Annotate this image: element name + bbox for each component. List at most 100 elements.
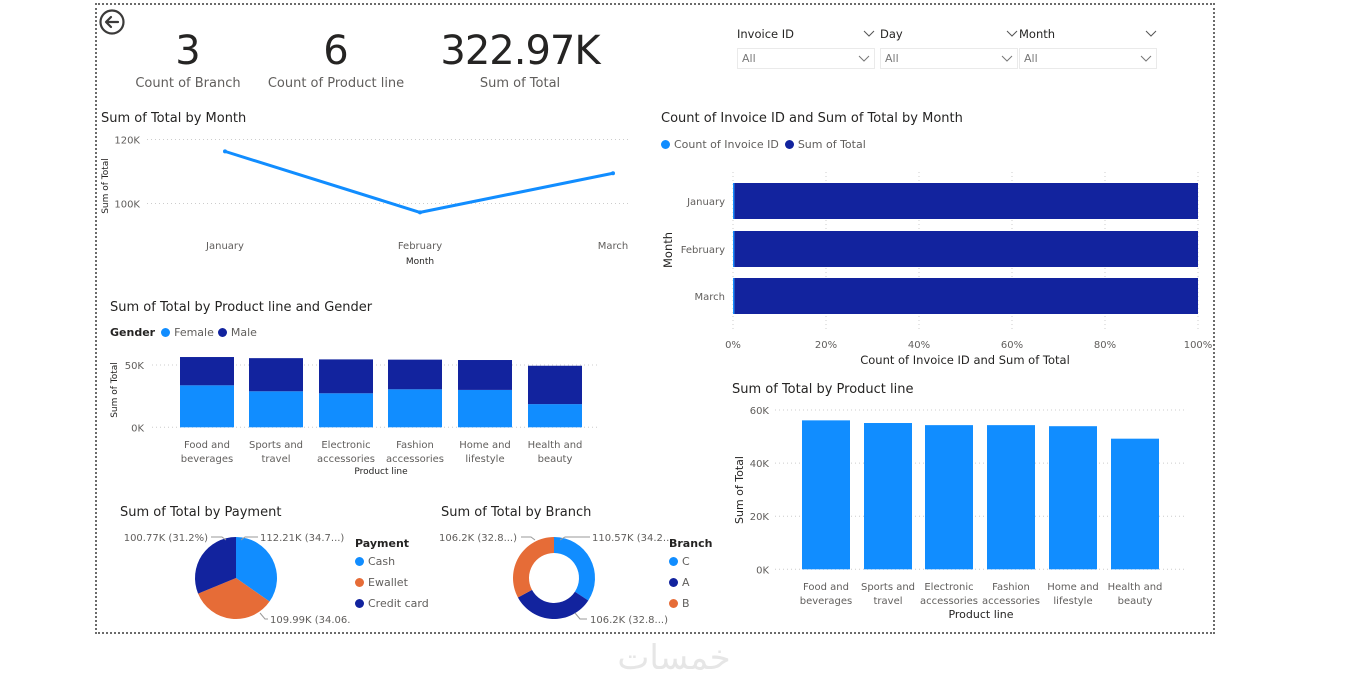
bar-segment-female[interactable] xyxy=(458,389,512,428)
y-axis-title: Sum of Total xyxy=(110,362,120,418)
legend-payment: Payment Cash Ewallet Credit card xyxy=(355,537,429,610)
legend-label: Ewallet xyxy=(368,576,408,589)
bar-home-and-lifestyle[interactable] xyxy=(1049,426,1097,570)
chevron-down-icon xyxy=(1140,55,1152,62)
bar-sports-and-travel[interactable] xyxy=(864,423,912,570)
bar-segment-count-invoice[interactable] xyxy=(733,183,735,219)
data-label: 106.2K (32.8...) xyxy=(439,533,517,544)
legend-label[interactable]: Count of Invoice ID xyxy=(674,138,779,151)
leader-line xyxy=(259,612,268,620)
chart-title-payment: Sum of Total by Payment xyxy=(120,505,282,520)
x-tick-label: February xyxy=(398,241,442,252)
legend-label: Cash xyxy=(368,555,396,568)
chevron-down-icon[interactable] xyxy=(1006,30,1018,38)
legend-item-credit-card[interactable]: Credit card xyxy=(355,597,429,610)
bar-fashion-accessories[interactable] xyxy=(987,425,1035,570)
bar-segment-female[interactable] xyxy=(319,393,373,428)
x-tick-label: Fashion xyxy=(396,440,434,451)
slicer-dropdown[interactable]: All xyxy=(1019,48,1157,69)
slicer-title: Invoice ID xyxy=(737,27,795,41)
chevron-down-icon xyxy=(1001,55,1013,62)
data-point[interactable] xyxy=(611,171,615,176)
legend-dot xyxy=(355,557,364,566)
chart-title-product: Sum of Total by Product line xyxy=(732,382,914,397)
bar-segment-male[interactable] xyxy=(180,357,234,386)
bar-chart-invoice-total-month[interactable]: 0% 20% 40% 60% 80% 100% January February March Co… xyxy=(655,170,1220,370)
x-tick-label: lifestyle xyxy=(1053,596,1092,607)
bar-segment-male[interactable] xyxy=(249,358,303,392)
bar-segment-female[interactable] xyxy=(249,391,303,428)
donut-chart-branch[interactable]: 110.57K (34.2...) 106.2K (32.8...) 106.2K … xyxy=(435,525,670,630)
chevron-down-icon[interactable] xyxy=(863,30,875,38)
slicer-value: All xyxy=(1024,52,1038,65)
y-tick-label: 20K xyxy=(750,512,770,523)
legend-dot xyxy=(669,599,678,608)
x-tick-label: beverages xyxy=(181,454,234,465)
legend-item-c[interactable]: C xyxy=(669,555,712,568)
legend-label[interactable]: Female xyxy=(174,326,214,339)
stacked-bar-chart-product-gender[interactable]: 0K 50K Food and beverages Sports and travel El… xyxy=(100,345,600,480)
slice-credit-card[interactable] xyxy=(195,537,236,594)
x-tick-label: 100% xyxy=(1184,340,1213,351)
legend-item-cash[interactable]: Cash xyxy=(355,555,429,568)
bar-segment-female[interactable] xyxy=(180,385,234,428)
x-tick-label: beverages xyxy=(800,596,853,607)
y-axis-title: Month xyxy=(661,232,675,268)
chevron-down-icon[interactable] xyxy=(1145,30,1157,38)
bar-segment-male[interactable] xyxy=(528,365,582,405)
data-point[interactable] xyxy=(418,210,422,215)
bar-segment-sum-total[interactable] xyxy=(734,278,1198,314)
legend-item-b[interactable]: B xyxy=(669,597,712,610)
line-chart-month[interactable]: 100K 120K January February March Month Sum of … xyxy=(95,128,635,270)
y-tick-label: 100K xyxy=(114,200,140,211)
x-tick-label: 20% xyxy=(815,340,837,351)
slicer-dropdown[interactable]: All xyxy=(737,48,875,69)
x-axis-title: Product line xyxy=(354,467,408,477)
legend-label: A xyxy=(682,576,690,589)
x-axis-title: Month xyxy=(406,257,434,267)
x-tick-label: accessories xyxy=(982,596,1040,607)
slice-a[interactable] xyxy=(517,589,589,619)
slicer-title: Day xyxy=(880,27,903,41)
bar-segment-male[interactable] xyxy=(319,359,373,394)
leader-line xyxy=(521,536,536,541)
x-axis-title: Product line xyxy=(948,608,1013,621)
bar-segment-male[interactable] xyxy=(458,360,512,390)
chart-title-product-gender: Sum of Total by Product line and Gender xyxy=(110,300,373,315)
y-tick-label: 0K xyxy=(756,565,769,576)
bar-segment-count-invoice[interactable] xyxy=(733,278,735,314)
bar-food-and-beverages[interactable] xyxy=(802,420,850,570)
bar-chart-product[interactable]: 0K 20K 40K 60K Food and beverages Sports and tr… xyxy=(725,400,1195,628)
kpi-label: Count of Branch xyxy=(135,76,241,91)
slicer-month: Month All xyxy=(1019,24,1157,69)
x-tick-label: travel xyxy=(873,596,902,607)
legend-label[interactable]: Male xyxy=(230,326,257,339)
data-point[interactable] xyxy=(223,149,227,154)
bar-electronic-accessories[interactable] xyxy=(925,425,973,570)
chart-title-branch: Sum of Total by Branch xyxy=(441,505,592,520)
bar-segment-female[interactable] xyxy=(388,389,442,428)
bar-segment-female[interactable] xyxy=(528,404,582,428)
slice-c[interactable] xyxy=(554,537,595,601)
bar-segment-sum-total[interactable] xyxy=(734,183,1198,219)
bar-segment-sum-total[interactable] xyxy=(734,231,1198,267)
slice-cash[interactable] xyxy=(236,537,277,602)
x-tick-label: Home and xyxy=(459,440,511,451)
x-tick-label: Electronic xyxy=(924,582,973,593)
legend-dot xyxy=(355,599,364,608)
legend-item-ewallet[interactable]: Ewallet xyxy=(355,576,429,589)
back-button[interactable] xyxy=(98,8,126,36)
slicer-dropdown[interactable]: All xyxy=(880,48,1018,69)
bar-health-and-beauty[interactable] xyxy=(1111,438,1159,570)
pie-chart-payment[interactable]: 112.21K (34.7...) 109.99K (34.06...) 100.7… xyxy=(110,525,350,630)
bar-segment-male[interactable] xyxy=(388,359,442,390)
legend-label[interactable]: Sum of Total xyxy=(797,138,866,151)
legend-title: Payment xyxy=(355,537,410,550)
x-tick-label: Electronic xyxy=(321,440,370,451)
bar-segment-count-invoice[interactable] xyxy=(733,231,735,267)
slice-ewallet[interactable] xyxy=(198,578,270,619)
slicer-value: All xyxy=(742,52,756,65)
slice-b[interactable] xyxy=(513,537,554,598)
legend-item-a[interactable]: A xyxy=(669,576,712,589)
x-tick-label: January xyxy=(205,241,244,252)
